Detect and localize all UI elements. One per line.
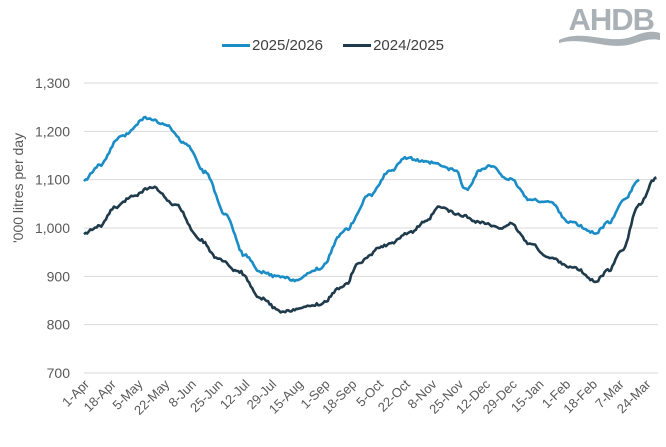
legend-swatch-icon xyxy=(222,44,250,47)
y-tick-label: 1,000 xyxy=(35,220,70,236)
y-tick-label: 700 xyxy=(47,365,71,381)
logo-wave-icon xyxy=(559,31,660,46)
logo-text: AHDB xyxy=(568,2,654,37)
chart-legend: 2025/2026 2024/2025 xyxy=(0,34,666,54)
y-tick-label: 800 xyxy=(47,317,71,333)
series-line-2024-2025 xyxy=(83,176,657,314)
legend-item-2025-2026: 2025/2026 xyxy=(222,37,323,54)
y-tick-label: 1,200 xyxy=(35,123,70,139)
legend-label: 2025/2026 xyxy=(252,37,323,54)
legend-item-2024-2025: 2024/2025 xyxy=(343,37,444,54)
legend-label: 2024/2025 xyxy=(373,37,444,54)
y-tick-label: 1,100 xyxy=(35,172,70,188)
y-tick-label: 1,300 xyxy=(35,75,70,91)
y-axis-label: '000 litres per day xyxy=(10,132,26,243)
ahdb-logo: AHDB xyxy=(559,2,660,46)
x-tick-label: 12-Jul xyxy=(217,376,253,412)
series-line-2025-2026 xyxy=(83,115,640,283)
legend-swatch-icon xyxy=(343,44,372,47)
y-tick-label: 900 xyxy=(47,268,71,284)
